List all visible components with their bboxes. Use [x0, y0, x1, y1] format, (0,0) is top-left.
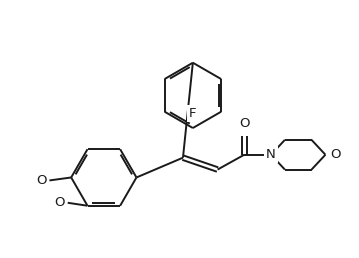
Text: N: N	[266, 148, 276, 161]
Text: O: O	[54, 196, 65, 209]
Text: O: O	[36, 174, 46, 187]
Text: O: O	[239, 117, 250, 130]
Text: F: F	[189, 107, 197, 120]
Text: O: O	[330, 148, 341, 161]
